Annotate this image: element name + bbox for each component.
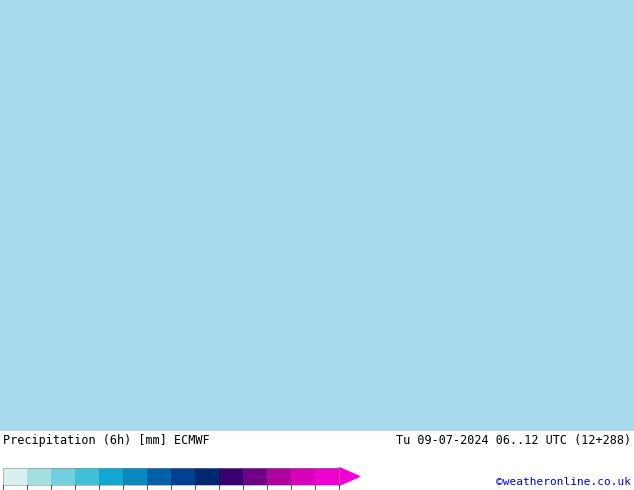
Text: ©weatheronline.co.uk: ©weatheronline.co.uk xyxy=(496,477,631,487)
Bar xyxy=(195,467,219,485)
Bar xyxy=(267,467,291,485)
Bar xyxy=(3,467,339,485)
Bar xyxy=(27,467,51,485)
Bar xyxy=(51,467,75,485)
Bar xyxy=(147,467,171,485)
Bar xyxy=(243,467,267,485)
Polygon shape xyxy=(339,467,359,485)
Text: Tu 09-07-2024 06..12 UTC (12+288): Tu 09-07-2024 06..12 UTC (12+288) xyxy=(396,434,631,447)
Bar xyxy=(219,467,243,485)
Bar xyxy=(171,467,195,485)
Bar xyxy=(75,467,99,485)
Text: Precipitation (6h) [mm] ECMWF: Precipitation (6h) [mm] ECMWF xyxy=(3,434,210,447)
Bar xyxy=(99,467,123,485)
Bar xyxy=(123,467,147,485)
Bar xyxy=(291,467,315,485)
Bar xyxy=(3,467,27,485)
Bar xyxy=(315,467,339,485)
